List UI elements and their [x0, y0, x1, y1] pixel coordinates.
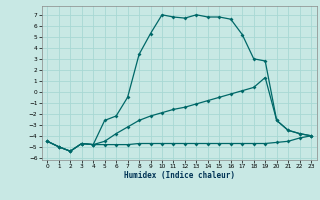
- X-axis label: Humidex (Indice chaleur): Humidex (Indice chaleur): [124, 171, 235, 180]
